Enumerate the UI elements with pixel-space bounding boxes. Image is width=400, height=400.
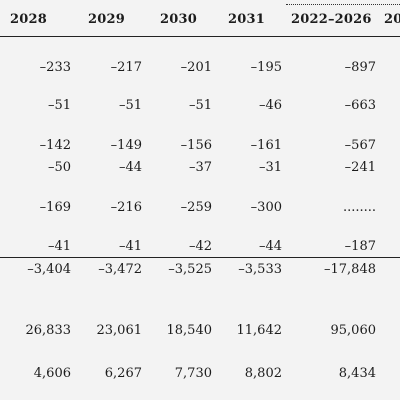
column-header-2030: 2030 [160, 12, 197, 27]
table-cell: –51 [118, 98, 142, 113]
table-cell: –3,404 [27, 262, 71, 277]
table-cell: –3,472 [98, 262, 142, 277]
table-cell: –17,848 [324, 262, 376, 277]
table-cell: –897 [344, 60, 376, 75]
table-cell: –567 [344, 138, 376, 153]
table-cell: –663 [344, 98, 376, 113]
table-cell: –142 [39, 138, 71, 153]
table-cell: 7,730 [174, 366, 212, 381]
header-dotted-rule [286, 4, 400, 5]
table-cell: –44 [258, 239, 282, 254]
table-cell: 26,833 [25, 323, 72, 338]
table-cell: –233 [39, 60, 71, 75]
table-cell: –42 [188, 239, 212, 254]
table-cell: –50 [47, 160, 71, 175]
table-cell: –161 [250, 138, 282, 153]
table-cell: –41 [47, 239, 71, 254]
table-cell: –156 [180, 138, 212, 153]
table-cell: 18,540 [166, 323, 213, 338]
table-cell: 8,802 [244, 366, 282, 381]
table-cell: –41 [118, 239, 142, 254]
table-cell: –149 [110, 138, 142, 153]
table-cell: –169 [39, 200, 71, 215]
table-cell: 8,434 [338, 366, 376, 381]
table-cell: –217 [110, 60, 142, 75]
table-cell: –216 [110, 200, 142, 215]
column-header-2022-2026: 2022–2026 [291, 12, 372, 27]
table-cell: –31 [258, 160, 282, 175]
table-cell: –259 [180, 200, 212, 215]
table-cell: 4,606 [33, 366, 71, 381]
table-cell: –51 [188, 98, 212, 113]
table-cell: –3,533 [238, 262, 282, 277]
table-cell: –51 [47, 98, 71, 113]
header-rule [0, 36, 400, 37]
table-cell: –44 [118, 160, 142, 175]
table-cell: –187 [344, 239, 376, 254]
column-header-2029: 2029 [88, 12, 125, 27]
table-cell: –241 [344, 160, 376, 175]
table-cell: –46 [258, 98, 282, 113]
table-cell: ........ [342, 200, 376, 215]
table-cell: 11,642 [236, 323, 283, 338]
column-header-truncated: 20 [384, 12, 400, 27]
table-cell: –195 [250, 60, 282, 75]
column-header-2031: 2031 [228, 12, 265, 27]
table-cell: –37 [188, 160, 212, 175]
table-cell: –300 [250, 200, 282, 215]
table-cell: 23,061 [96, 323, 143, 338]
subtotal-rule [0, 257, 400, 258]
column-header-2028: 2028 [10, 12, 47, 27]
table-cell: 95,060 [330, 323, 377, 338]
table-cell: –3,525 [168, 262, 212, 277]
table-cell: 6,267 [104, 366, 142, 381]
table-cell: –201 [180, 60, 212, 75]
